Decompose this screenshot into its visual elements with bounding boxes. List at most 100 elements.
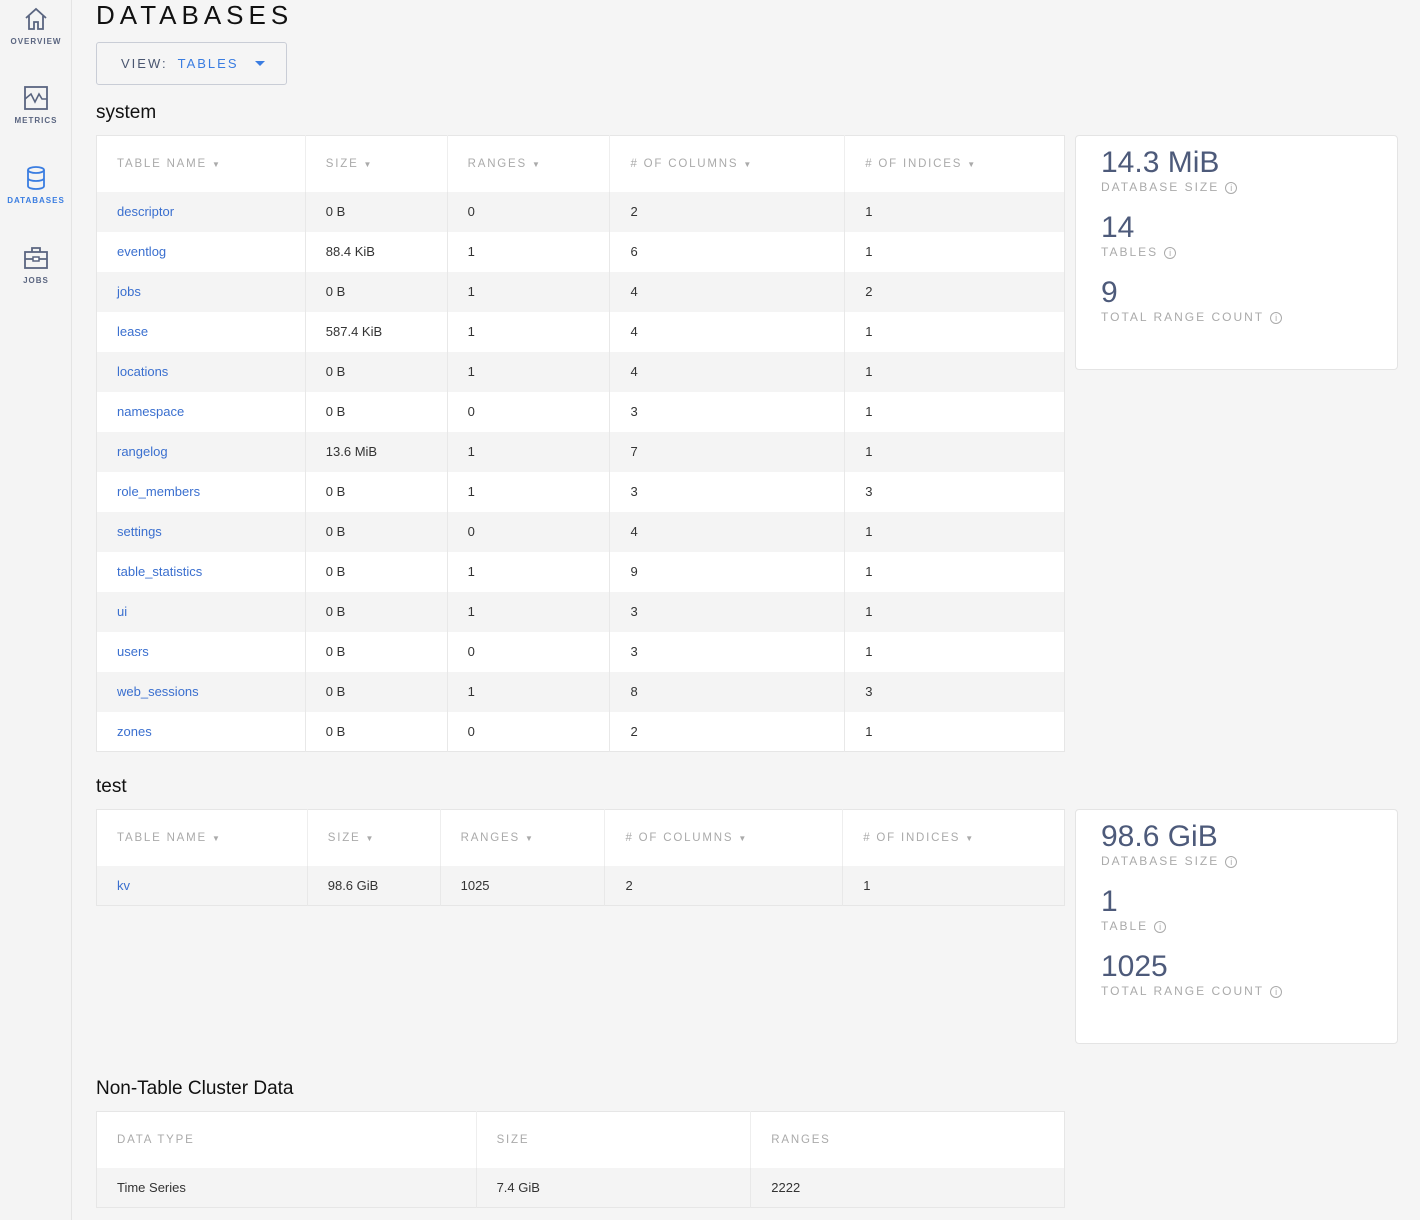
database-summary-card: 14.3 MiB DATABASE SIZE i 14 TABLES i 9 TOTAL RA… (1075, 135, 1398, 370)
stat-label: DATABASE SIZE (1101, 180, 1220, 194)
database-icon (27, 166, 45, 190)
sidebar-item-jobs[interactable]: JOBS (0, 245, 72, 285)
summary-stat: 9 TOTAL RANGE COUNT i (1101, 276, 1397, 324)
table-name-link[interactable]: role_members (117, 484, 201, 499)
caret-down-icon (254, 61, 265, 66)
table-cell: jobs (96, 271, 306, 312)
info-icon[interactable]: i (1154, 920, 1167, 933)
sort-caret-icon: ▼ (738, 833, 749, 843)
sort-caret-icon: ▼ (212, 833, 222, 843)
table-cell: settings (96, 511, 306, 552)
table-header-row: TABLE NAME ▼ SIZE ▼ RANGES ▼ # OF COLUMNS ▼ # OF… (96, 135, 1065, 192)
summary-stat: 14.3 MiB DATABASE SIZE i (1101, 146, 1397, 194)
stat-label: TABLES (1101, 245, 1159, 259)
sort-caret-icon: ▼ (365, 833, 376, 843)
table-cell: descriptor (96, 191, 306, 232)
table-cell: 4 (609, 311, 845, 352)
table-cell: 1025 (439, 865, 605, 906)
table-cell: 0 (446, 631, 610, 672)
table-cell: 3 (844, 671, 1065, 712)
table-name-link[interactable]: eventlog (117, 244, 167, 259)
database-name: system (96, 102, 157, 123)
table-cell: web_sessions (96, 671, 306, 712)
sidebar-item-label: DATABASES (7, 196, 65, 205)
table-cell: 1 (844, 191, 1065, 232)
table-cell: 1 (446, 591, 610, 632)
table-name-link[interactable]: web_sessions (117, 684, 199, 699)
stat-value: 9 (1101, 276, 1118, 309)
table-cell: 2 (844, 271, 1065, 312)
info-icon[interactable]: i (1270, 985, 1283, 998)
column-header[interactable]: # OF COLUMNS ▼ (609, 135, 845, 192)
table-cell: 1 (844, 351, 1065, 392)
table-name-link[interactable]: users (117, 644, 149, 659)
column-header[interactable]: TABLE NAME ▼ (96, 809, 308, 866)
table-cell: 1 (842, 865, 1065, 906)
table-cell: 98.6 GiB (306, 865, 441, 906)
table-cell: 0 (446, 191, 610, 232)
sort-caret-icon: ▼ (743, 159, 754, 169)
table-name-link[interactable]: jobs (117, 284, 141, 299)
table-name-link[interactable]: kv (117, 877, 130, 893)
table-cell: 4 (609, 271, 845, 312)
table-name-link[interactable]: lease (117, 324, 149, 339)
table-row: kv 98.6 GiB 1025 2 1 (96, 865, 1065, 906)
column-header[interactable]: # OF COLUMNS ▼ (604, 809, 843, 866)
table-cell: role_members (96, 471, 306, 512)
stat-label: TOTAL RANGE COUNT (1101, 310, 1265, 324)
sidebar-item-overview[interactable]: OVERVIEW (0, 6, 72, 46)
column-header[interactable]: RANGES ▼ (439, 809, 605, 866)
stat-value: 14.3 MiB (1101, 146, 1220, 179)
table-cell: 1 (446, 431, 610, 472)
column-header[interactable]: SIZE ▼ (304, 135, 448, 192)
table-name-link[interactable]: namespace (117, 404, 185, 419)
stat-value: 98.6 GiB (1101, 820, 1218, 853)
table-name-link[interactable]: table_statistics (117, 564, 203, 579)
info-icon[interactable]: i (1225, 181, 1238, 194)
stat-value: 14 (1101, 211, 1135, 244)
column-header[interactable]: # OF INDICES ▼ (842, 809, 1065, 866)
table-cell: 0 B (304, 711, 448, 752)
table: TABLE NAME ▼ SIZE ▼ RANGES ▼ # OF COLUMNS ▼ # OF… (96, 809, 1065, 906)
table-cell: 0 B (304, 511, 448, 552)
table-name-link[interactable]: ui (117, 604, 128, 619)
column-header[interactable]: TABLE NAME ▼ (96, 135, 306, 192)
table-cell: 6 (609, 231, 845, 272)
table-cell: 3 (844, 471, 1065, 512)
info-icon[interactable]: i (1164, 246, 1177, 259)
table-name-link[interactable]: settings (117, 524, 162, 539)
sort-caret-icon: ▼ (524, 833, 535, 843)
table-name-link[interactable]: zones (117, 723, 152, 739)
column-header[interactable]: SIZE ▼ (306, 809, 441, 866)
table-cell: 0 (446, 511, 610, 552)
info-icon[interactable]: i (1225, 855, 1238, 868)
table-cell: 1 (446, 351, 610, 392)
table-cell: 2 (604, 865, 843, 906)
column-header[interactable]: RANGES ▼ (446, 135, 610, 192)
view-dropdown[interactable]: VIEW: TABLES (96, 42, 287, 85)
page-title: DATABASES (96, 0, 294, 30)
table-cell: 1 (446, 271, 610, 312)
info-icon[interactable]: i (1270, 311, 1283, 324)
table-name-link[interactable]: locations (117, 364, 169, 379)
briefcase-icon (24, 247, 48, 269)
sort-caret-icon: ▼ (363, 159, 374, 169)
stat-label: TABLE (1101, 919, 1149, 933)
sidebar-item-databases[interactable]: DATABASES (0, 165, 72, 205)
table-row: lease 587.4 KiB 1 4 1 (96, 311, 1065, 352)
column-header[interactable]: # OF INDICES ▼ (844, 135, 1065, 192)
table-cell: 0 B (304, 591, 448, 632)
table-cell: 1 (844, 231, 1065, 272)
table-cell: 1 (844, 391, 1065, 432)
table-name-link[interactable]: descriptor (117, 204, 175, 219)
table-name-link[interactable]: rangelog (117, 444, 168, 459)
table-cell: 2 (609, 711, 845, 752)
table-cell: 1 (446, 231, 610, 272)
sidebar-item-metrics[interactable]: METRICS (0, 85, 72, 125)
